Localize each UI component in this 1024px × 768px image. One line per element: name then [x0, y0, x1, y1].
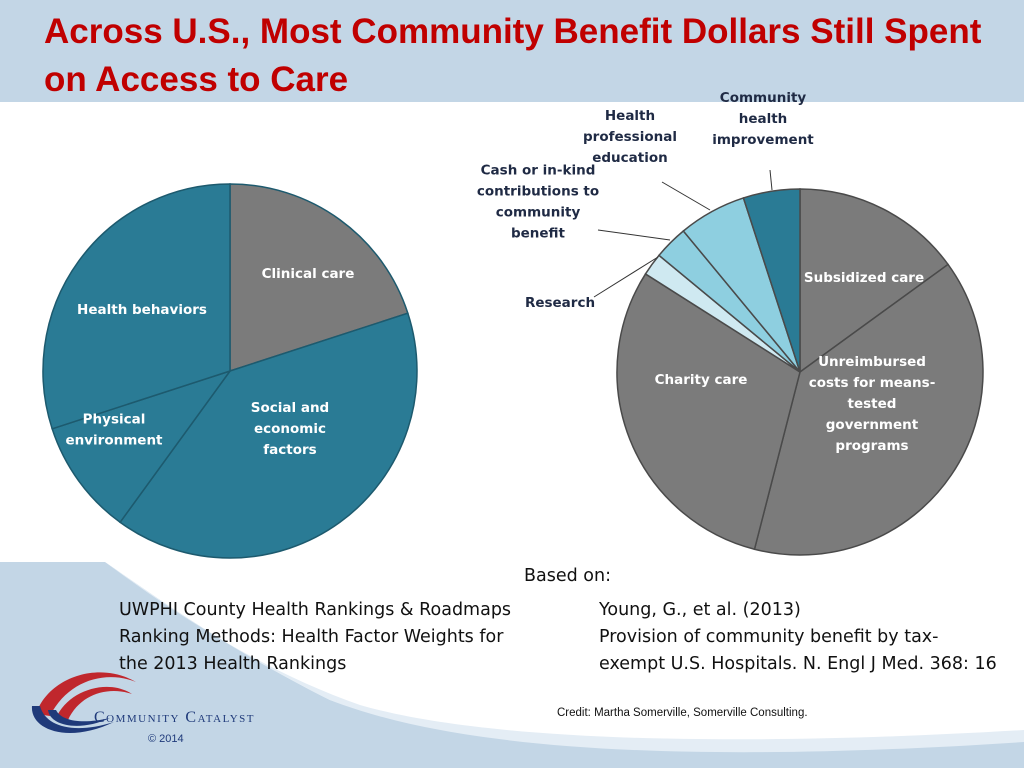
pie-slice-label: government	[826, 417, 919, 433]
pie-slice-label: education	[592, 150, 668, 166]
reference-left-line: Ranking Methods: Health Factor Weights f…	[119, 627, 504, 647]
pie-slice	[51, 369, 232, 524]
pie-slice	[119, 312, 418, 559]
pie-slice-label: Physical	[83, 412, 146, 428]
pie-leader-line	[597, 229, 671, 241]
reference-right-line: exempt U.S. Hospitals. N. Engl J Med. 36…	[599, 654, 997, 674]
based-on-label: Based on:	[524, 566, 611, 586]
pie-slice-label: professional	[583, 129, 677, 145]
pie-slice-label: contributions to	[477, 184, 599, 200]
pie-slice-label: community	[496, 205, 581, 221]
pie-slice	[799, 188, 950, 374]
pie-leader-line	[661, 181, 711, 211]
pie-slice	[742, 188, 801, 373]
pie-slice-label: Cash or in-kind	[481, 163, 596, 179]
pie-slice-label: benefit	[511, 226, 566, 242]
reference-left: UWPHI County Health Rankings & Roadmaps …	[119, 597, 511, 678]
pie-slice-label: tested	[848, 396, 897, 412]
pie-slice	[753, 263, 984, 556]
pie-slice-label: Charity care	[655, 372, 748, 388]
pie-slice-label: Health	[605, 108, 655, 124]
reference-left-line: the 2013 Health Rankings	[119, 654, 347, 674]
community-catalyst-logo: Community Catalyst	[31, 672, 255, 733]
logo-swoosh-red-outer	[36, 672, 136, 716]
logo-wordmark: Community Catalyst	[94, 709, 255, 726]
title-band	[0, 0, 1024, 102]
pie-slice	[616, 272, 801, 551]
pie-leader-line	[769, 169, 773, 191]
pie-slice	[42, 183, 231, 430]
copyright-text: © 2014	[148, 733, 184, 745]
bottom-swoosh	[0, 562, 1024, 768]
pie-leader-line	[593, 256, 659, 298]
pie-slice-label: Research	[525, 295, 595, 311]
pie-slice-label: improvement	[712, 132, 814, 148]
reference-right: Young, G., et al. (2013) Provision of co…	[599, 597, 997, 678]
pie-slice-label: Subsidized care	[804, 270, 924, 286]
pie-slice-label: health	[739, 111, 788, 127]
pie-slice-label: programs	[835, 438, 908, 454]
pie-slice-label: environment	[65, 433, 163, 449]
credit-text: Credit: Martha Somerville, Somerville Co…	[557, 707, 808, 719]
logo-swoosh-navy-inner	[48, 710, 110, 726]
pie-slice	[229, 183, 409, 373]
pie-slice-label: factors	[263, 442, 316, 458]
reference-right-line: Young, G., et al. (2013)	[599, 600, 801, 620]
logo-swoosh-red-inner	[56, 686, 132, 720]
pie-slice-label: Unreimbursed	[818, 354, 926, 370]
reference-left-line: UWPHI County Health Rankings & Roadmaps	[119, 600, 512, 620]
slide-title: Across U.S., Most Community Benefit Doll…	[44, 12, 982, 99]
pie-slice-label: Social and	[251, 400, 329, 416]
logo-swoosh-navy-outer	[31, 706, 114, 733]
pie-slice-label: Clinical care	[262, 266, 355, 282]
pie-slice-label: Community	[720, 90, 807, 106]
pie-slice-label: costs for means-	[809, 375, 936, 391]
pie-slice-label: Health behaviors	[77, 302, 207, 318]
reference-right-line: Provision of community benefit by tax-	[599, 627, 939, 647]
pie-slice-label: economic	[254, 421, 326, 437]
